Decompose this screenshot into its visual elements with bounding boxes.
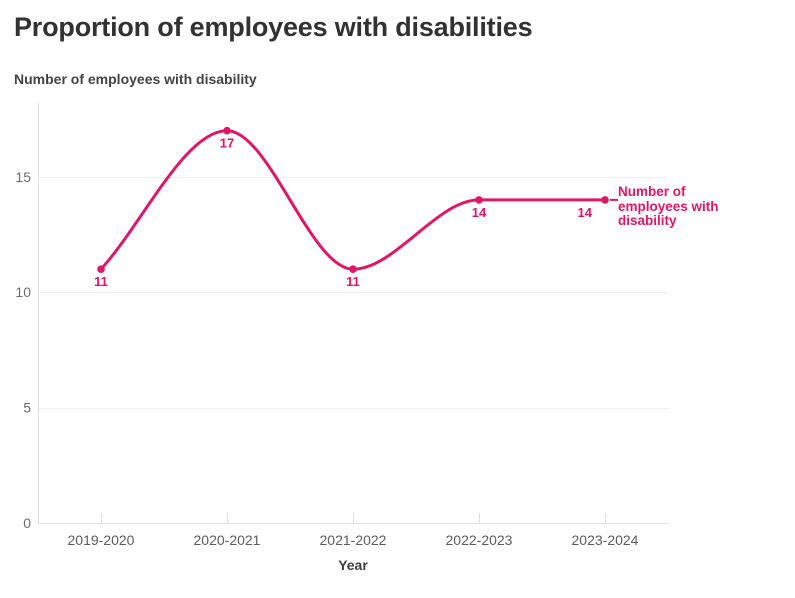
- series-legend-label: Number of employees with disability: [618, 184, 719, 228]
- x-tick-label: 2022-2023: [446, 532, 513, 548]
- data-point-marker: [223, 126, 231, 135]
- x-axis-title: Year: [338, 557, 368, 573]
- data-point-label: 14: [472, 205, 487, 220]
- data-point-label: 11: [94, 274, 108, 289]
- y-tick-label: 5: [23, 400, 31, 416]
- x-tick-label: 2019-2020: [68, 532, 135, 548]
- page-title: Proportion of employees with disabilitie…: [14, 12, 533, 42]
- y-tick-label: 0: [23, 515, 31, 531]
- data-point-marker: [601, 196, 609, 204]
- data-point-marker: [475, 196, 483, 204]
- chart-subtitle: Number of employees with disability: [14, 71, 257, 87]
- y-tick-label: 15: [15, 169, 31, 185]
- data-point-label: 11: [346, 274, 360, 289]
- x-tick-label: 2020-2021: [194, 532, 261, 548]
- y-tick-label: 10: [15, 284, 31, 300]
- data-point-label: 17: [220, 136, 234, 151]
- x-tick-label: 2023-2024: [572, 532, 639, 548]
- x-tick-label: 2021-2022: [320, 532, 387, 548]
- data-point-marker: [97, 265, 105, 273]
- data-point-label: 14: [578, 205, 593, 220]
- series-line: [99, 129, 607, 271]
- data-point-marker: [349, 265, 357, 273]
